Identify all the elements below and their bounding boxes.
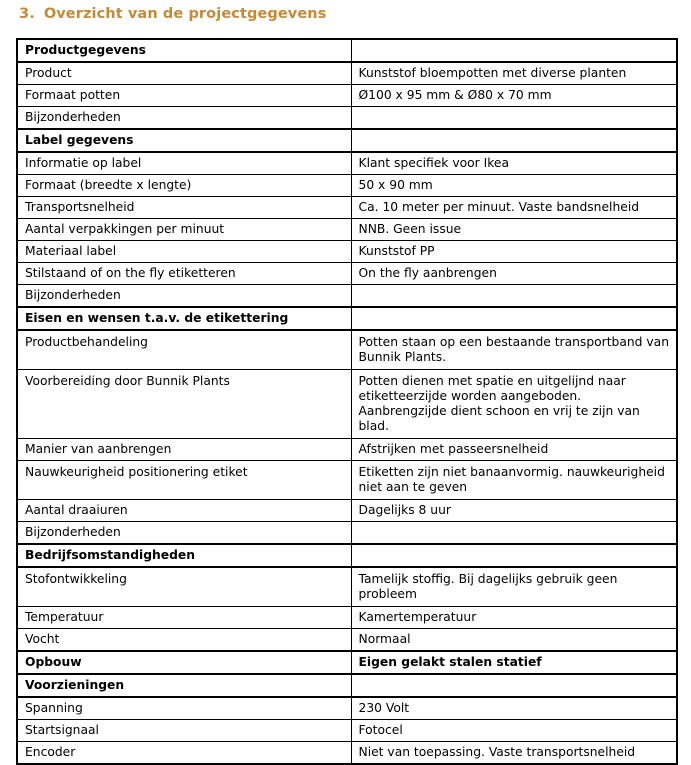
row-label: Manier van aanbrengen — [16, 438, 352, 461]
table-section-row: Opbouw Eigen gelakt stalen statief — [16, 650, 678, 675]
row-value: 50 x 90 mm — [350, 174, 678, 197]
row-value: Kunststof bloempotten met diverse plante… — [350, 61, 678, 85]
row-value: Dagelijks 8 uur — [350, 499, 678, 522]
row-value: Ca. 10 meter per minuut. Vaste bandsnelh… — [350, 196, 678, 219]
row-label: Bijzonderheden — [16, 284, 352, 308]
row-label: Startsignaal — [16, 719, 352, 742]
row-value: Potten staan op een bestaande transportb… — [350, 329, 678, 370]
row-label: Bijzonderheden — [16, 106, 352, 130]
table-section-row: Bedrijfsomstandigheden — [16, 543, 678, 568]
table-row: Temperatuur Kamertemperatuur — [16, 606, 678, 629]
table-row: Stilstaand of on the fly etiketteren On t… — [16, 262, 678, 285]
row-label: Nauwkeurigheid positionering etiket — [16, 460, 352, 500]
table-row: Aantal draaiuren Dagelijks 8 uur — [16, 499, 678, 522]
section-header-label: Bedrijfsomstandigheden — [16, 543, 352, 568]
row-value: 230 Volt — [350, 696, 678, 720]
table-section-row: Productgegevens — [16, 38, 678, 63]
table-row: Formaat (breedte x lengte) 50 x 90 mm — [16, 174, 678, 197]
row-value: Normaal — [350, 628, 678, 652]
section-header-label: Eisen en wensen t.a.v. de etikettering — [16, 306, 352, 331]
table-row: Nauwkeurigheid positionering etiket Etike… — [16, 460, 678, 500]
row-value — [350, 521, 678, 545]
section-title-text: Overzicht van de projectgegevens — [43, 6, 327, 22]
section-header-value: Eigen gelakt stalen statief — [350, 650, 678, 675]
project-data-table: Productgegevens Product Kunststof bloempot… — [16, 38, 678, 765]
table-section-row: Voorzieningen — [16, 673, 678, 698]
row-label: Stilstaand of on the fly etiketteren — [16, 262, 352, 285]
section-header-label: Voorzieningen — [16, 673, 352, 698]
table-row: Productbehandeling Potten staan op een be… — [16, 329, 678, 370]
table-row: Manier van aanbrengen Afstrijken met pass… — [16, 438, 678, 461]
section-header-value — [350, 128, 678, 153]
table-row: Voorbereiding door Bunnik Plants Potten d… — [16, 369, 678, 439]
table-row: Materiaal label Kunststof PP — [16, 240, 678, 263]
row-label: Voorbereiding door Bunnik Plants — [16, 369, 352, 439]
table-row: Aantal verpakkingen per minuut NNB. Geen … — [16, 218, 678, 241]
row-value: Ø100 x 95 mm & Ø80 x 70 mm — [350, 84, 678, 107]
row-label: Formaat potten — [16, 84, 352, 107]
row-label: Encoder — [16, 741, 352, 765]
table-row: Startsignaal Fotocel — [16, 719, 678, 742]
section-header-label: Productgegevens — [16, 38, 352, 63]
row-value: Afstrijken met passeersnelheid — [350, 438, 678, 461]
row-label: Transportsnelheid — [16, 196, 352, 219]
table-row: Transportsnelheid Ca. 10 meter per minuut… — [16, 196, 678, 219]
table-section-row: Eisen en wensen t.a.v. de etikettering — [16, 306, 678, 331]
row-value: Fotocel — [350, 719, 678, 742]
section-header-value — [350, 306, 678, 331]
section-header-value — [350, 673, 678, 698]
row-value: Kunststof PP — [350, 240, 678, 263]
row-value: Niet van toepassing. Vaste transportsnel… — [350, 741, 678, 765]
row-value — [350, 284, 678, 308]
row-label: Vocht — [16, 628, 352, 652]
row-label: Product — [16, 61, 352, 85]
row-label: Informatie op label — [16, 151, 352, 175]
section-header-label: Label gegevens — [16, 128, 352, 153]
row-label: Materiaal label — [16, 240, 352, 263]
row-label: Stofontwikkeling — [16, 566, 352, 607]
row-value: Tamelijk stoffig. Bij dagelijks gebruik … — [350, 566, 678, 607]
row-label: Bijzonderheden — [16, 521, 352, 545]
table-row: Formaat potten Ø100 x 95 mm & Ø80 x 70 mm — [16, 84, 678, 107]
table-row: Encoder Niet van toepassing. Vaste transp… — [16, 741, 678, 765]
row-label: Productbehandeling — [16, 329, 352, 370]
row-value: Klant specifiek voor Ikea — [350, 151, 678, 175]
project-data-table-body: Productgegevens Product Kunststof bloempot… — [16, 38, 678, 765]
table-section-row: Label gegevens — [16, 128, 678, 153]
table-row: Product Kunststof bloempotten met diverse… — [16, 61, 678, 85]
row-value: Kamertemperatuur — [350, 606, 678, 629]
project-data-table-wrapper: Productgegevens Product Kunststof bloempot… — [16, 38, 678, 765]
row-label: Formaat (breedte x lengte) — [16, 174, 352, 197]
table-row: Bijzonderheden — [16, 106, 678, 130]
row-label: Aantal verpakkingen per minuut — [16, 218, 352, 241]
table-row: Stofontwikkeling Tamelijk stoffig. Bij da… — [16, 566, 678, 607]
table-row: Spanning 230 Volt — [16, 696, 678, 720]
document-page: 3. Overzicht van de projectgegevens Produ… — [16, 6, 678, 765]
row-value: On the fly aanbrengen — [350, 262, 678, 285]
row-label: Temperatuur — [16, 606, 352, 629]
table-row: Bijzonderheden — [16, 521, 678, 545]
table-row: Vocht Normaal — [16, 628, 678, 652]
row-value: NNB. Geen issue — [350, 218, 678, 241]
section-header-label: Opbouw — [16, 650, 352, 675]
section-number: 3. — [19, 6, 35, 22]
row-value: Etiketten zijn niet banaanvormig. nauwke… — [350, 460, 678, 500]
row-label: Spanning — [16, 696, 352, 720]
table-row: Informatie op label Klant specifiek voor … — [16, 151, 678, 175]
row-label: Aantal draaiuren — [16, 499, 352, 522]
table-row: Bijzonderheden — [16, 284, 678, 308]
row-value: Potten dienen met spatie en uitgelijnd n… — [350, 369, 678, 439]
page-title: 3. Overzicht van de projectgegevens — [19, 6, 326, 22]
section-header-value — [350, 38, 678, 63]
row-value — [350, 106, 678, 130]
section-header-value — [350, 543, 678, 568]
